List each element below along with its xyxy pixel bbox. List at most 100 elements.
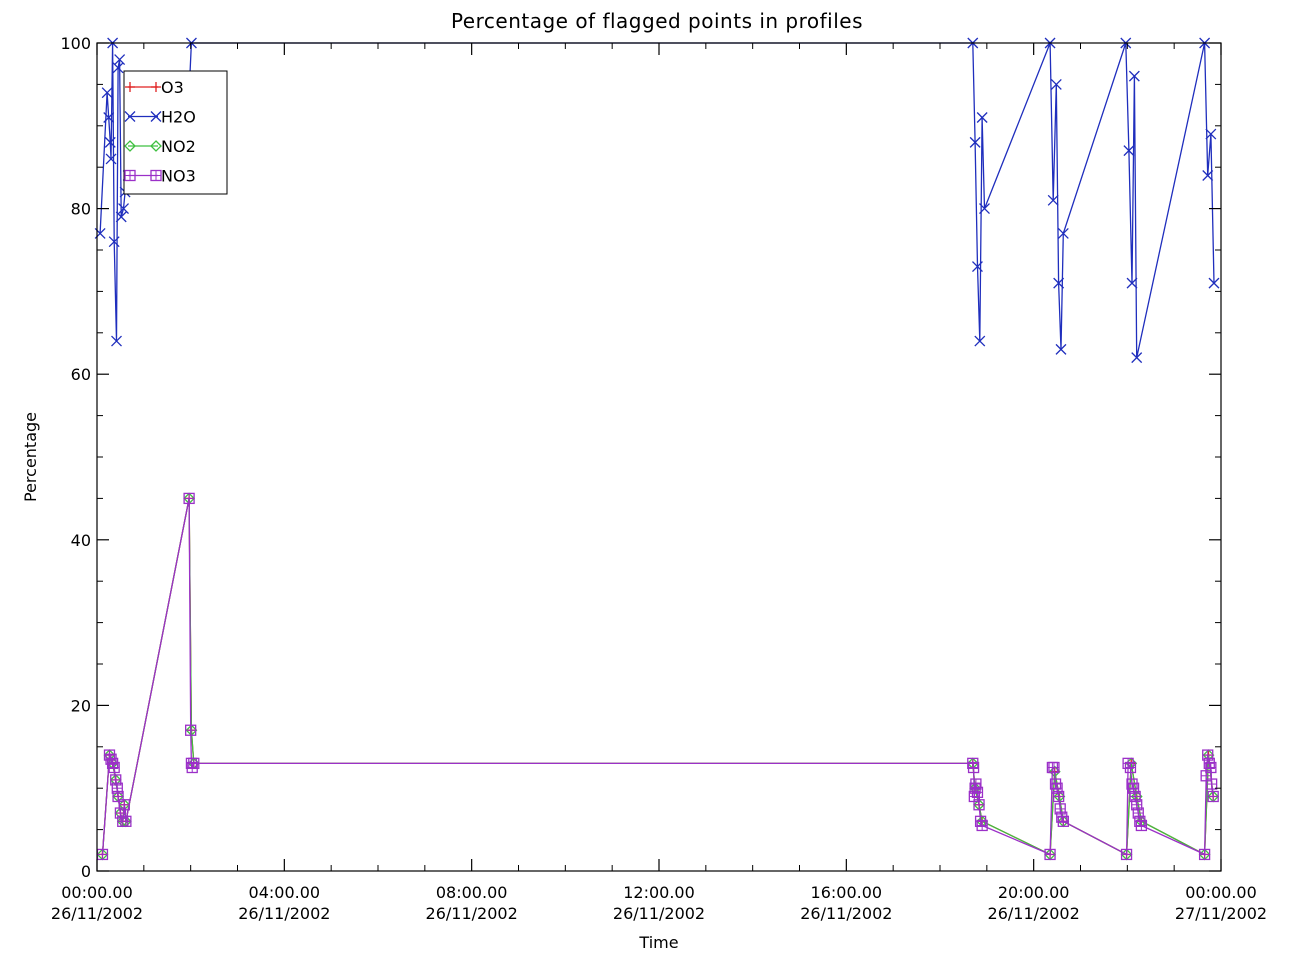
series-line-no3 xyxy=(101,498,1214,856)
x-tick-label-date: 26/11/2002 xyxy=(426,904,518,923)
data-point-no3 xyxy=(971,786,984,798)
data-point-h2o xyxy=(1126,277,1138,289)
legend-marker xyxy=(124,140,136,152)
data-point-h2o xyxy=(1131,352,1143,364)
data-point-no3 xyxy=(976,819,988,832)
x-tick-label-date: 26/11/2002 xyxy=(51,904,143,923)
x-tick-label-time: 12:00.00 xyxy=(623,883,695,902)
data-point-no3 xyxy=(188,757,200,770)
x-tick-label-date: 27/11/2002 xyxy=(1175,904,1267,923)
data-point-no3 xyxy=(1205,778,1218,790)
y-tick-label: 20 xyxy=(71,696,91,715)
legend-item-no2: NO2 xyxy=(124,137,196,156)
data-point-h2o xyxy=(1128,70,1140,82)
data-point-no3 xyxy=(185,724,197,736)
y-tick-label: 0 xyxy=(81,862,91,881)
data-point-no3 xyxy=(1135,819,1148,832)
data-point-h2o xyxy=(974,335,986,347)
legend-marker xyxy=(150,111,162,122)
data-point-h2o xyxy=(103,112,115,123)
data-point-no3 xyxy=(1198,848,1211,861)
data-point-h2o xyxy=(1050,78,1062,90)
data-point-h2o xyxy=(969,136,981,148)
data-point-h2o xyxy=(108,236,120,248)
legend-marker xyxy=(125,82,135,92)
data-point-no3 xyxy=(111,782,123,794)
legend-marker xyxy=(150,169,162,182)
legend-marker xyxy=(124,111,136,122)
data-point-no3 xyxy=(1048,761,1060,774)
legend-label: NO2 xyxy=(161,137,196,156)
data-point-no3 xyxy=(112,790,124,803)
y-tick-label: 100 xyxy=(60,34,91,53)
data-point-h2o xyxy=(1123,145,1135,157)
data-point-no3 xyxy=(120,815,132,827)
x-tick-label-time: 00:00.00 xyxy=(61,883,133,902)
x-tick-label-date: 26/11/2002 xyxy=(988,904,1080,923)
x-axis: 00:00.00 26/11/2002 04:00.00 26/11/2002 08:0… xyxy=(51,43,1267,923)
legend-label: O3 xyxy=(161,78,184,97)
legend: O3 H2O NO2 NO3 xyxy=(123,70,228,195)
data-point-h2o xyxy=(111,335,122,347)
data-point-h2o xyxy=(1055,343,1067,355)
data-point-h2o xyxy=(115,211,127,223)
data-point-no3 xyxy=(1057,815,1069,827)
legend-item-o3: O3 xyxy=(125,78,184,97)
data-point-h2o xyxy=(118,203,129,215)
chart-title: Percentage of flagged points in profiles xyxy=(451,9,863,33)
legend-label: H2O xyxy=(161,108,196,127)
data-point-no3 xyxy=(1120,848,1133,861)
x-tick-label-date: 26/11/2002 xyxy=(238,904,330,923)
legend-label: NO3 xyxy=(161,167,196,186)
data-point-h2o xyxy=(101,87,113,99)
data-point-h2o xyxy=(1057,227,1069,239)
legend-marker xyxy=(151,82,161,92)
data-point-no3 xyxy=(973,799,985,811)
y-tick-label: 40 xyxy=(71,531,91,550)
legend-box xyxy=(123,70,228,195)
y-tick-label: 80 xyxy=(71,200,91,219)
data-point-no3 xyxy=(1205,761,1217,774)
series-layer xyxy=(94,37,1220,861)
series-no3 xyxy=(96,492,1219,861)
x-tick-label-date: 26/11/2002 xyxy=(613,904,705,923)
data-point-h2o xyxy=(972,261,983,273)
data-point-no3 xyxy=(967,761,980,774)
x-axis-title: Time xyxy=(638,933,678,952)
x-tick-label-time: 04:00.00 xyxy=(249,883,321,902)
data-point-h2o xyxy=(1208,277,1220,289)
legend-item-no3: NO3 xyxy=(124,167,196,186)
data-point-no3 xyxy=(1052,790,1065,803)
data-point-no3 xyxy=(108,761,120,774)
data-point-h2o xyxy=(979,203,990,215)
y-tick-label: 60 xyxy=(71,365,91,384)
x-tick-label-time: 00:00.00 xyxy=(1185,883,1257,902)
x-tick-label-time: 16:00.00 xyxy=(811,883,883,902)
data-point-h2o xyxy=(1053,277,1065,289)
data-point-h2o xyxy=(104,136,116,148)
data-point-no3 xyxy=(1132,807,1144,819)
data-point-no3 xyxy=(969,782,981,794)
x-tick-label-time: 08:00.00 xyxy=(436,883,508,902)
legend-item-h2o: H2O xyxy=(124,108,196,127)
y-axis-title: Percentage xyxy=(21,412,40,502)
data-point-h2o xyxy=(114,54,126,66)
data-point-no3 xyxy=(1044,848,1056,861)
data-point-no3 xyxy=(1124,761,1137,774)
data-point-no3 xyxy=(1127,782,1140,794)
data-point-no3 xyxy=(183,492,195,505)
data-point-h2o xyxy=(1047,194,1059,206)
data-point-h2o xyxy=(105,153,117,165)
data-point-no3 xyxy=(1207,790,1219,803)
data-point-h2o xyxy=(976,112,988,123)
data-point-h2o xyxy=(1205,128,1217,140)
x-tick-label-time: 20:00.00 xyxy=(998,883,1070,902)
data-point-no3 xyxy=(1122,757,1134,770)
data-point-h2o xyxy=(1202,170,1214,181)
data-point-no3 xyxy=(118,799,130,811)
y-axis: 0 20 40 60 80 100 xyxy=(60,34,1221,881)
legend-marker xyxy=(124,169,136,182)
legend-marker xyxy=(150,140,162,152)
data-point-no3 xyxy=(967,757,979,770)
